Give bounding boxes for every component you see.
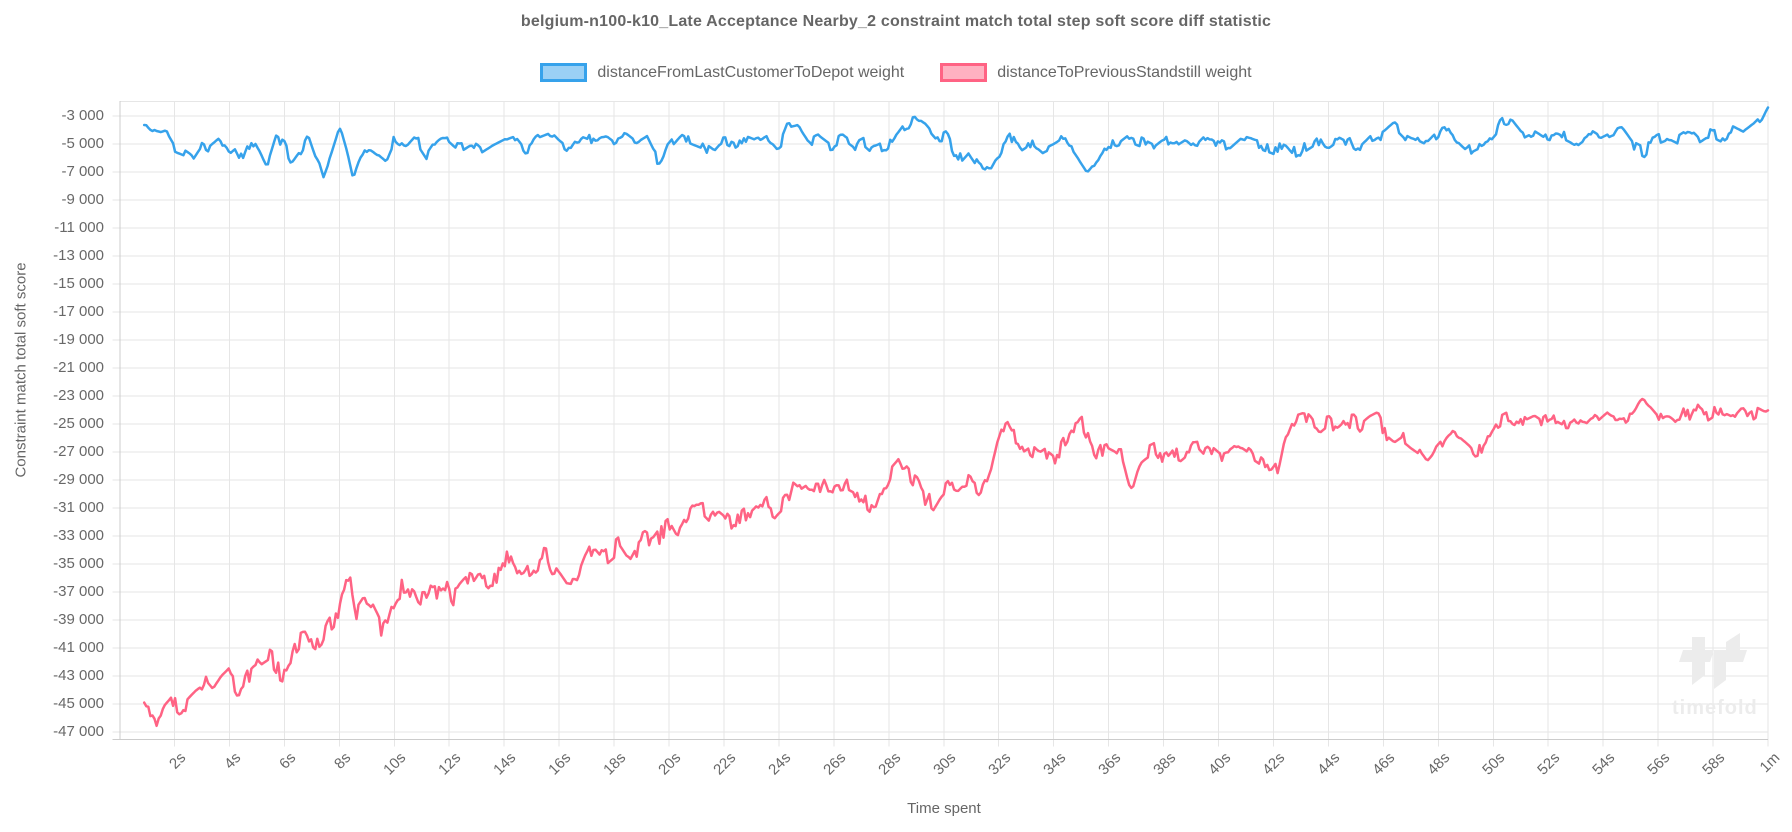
series-line-0: [142, 106, 1770, 179]
legend-item-distanceFromLastCustomerToDepot[interactable]: distanceFromLastCustomerToDepot weight: [540, 63, 904, 82]
x-tick-label: 24s: [765, 749, 795, 779]
y-tick-label: -43 000: [53, 667, 104, 684]
x-axis-title: Time spent: [907, 800, 981, 817]
watermark-text: timefold: [1672, 697, 1758, 719]
legend-label: distanceToPreviousStandstill weight: [997, 63, 1252, 81]
y-tick-label: -41 000: [53, 639, 104, 656]
x-tick-label: 50s: [1479, 749, 1509, 779]
x-tick-label: 44s: [1314, 749, 1344, 779]
x-tick-label: 1m: [1756, 749, 1784, 777]
y-tick-label: -17 000: [53, 303, 104, 320]
x-tick-label: 18s: [600, 749, 630, 779]
y-tick-label: -47 000: [53, 723, 104, 740]
y-tick-label: -39 000: [53, 611, 104, 628]
y-tick-label: -9 000: [61, 191, 104, 208]
gridlines: [112, 101, 1769, 747]
y-tick-label: -5 000: [61, 135, 104, 152]
legend-item-distanceToPreviousStandstill[interactable]: distanceToPreviousStandstill weight: [940, 63, 1252, 82]
x-tick-label: 32s: [984, 749, 1015, 779]
x-tick-label: 28s: [874, 749, 905, 779]
y-tick-label: -35 000: [53, 555, 104, 572]
y-tick-label: -3 000: [61, 107, 104, 124]
x-tick-label: 38s: [1149, 749, 1179, 779]
x-tick-label: 16s: [545, 749, 575, 779]
timefold-logo-icon: [1679, 633, 1747, 689]
x-tick-label: 8s: [331, 749, 355, 773]
y-tick-label: -7 000: [61, 163, 104, 180]
y-tick-label: -29 000: [53, 471, 104, 488]
legend-swatch-blue-icon: [540, 63, 588, 82]
series-line-1: [142, 397, 1770, 728]
timefold-watermark: timefold: [1672, 633, 1758, 719]
x-tick-label: 10s: [380, 749, 410, 779]
x-tick-label: 46s: [1369, 749, 1399, 779]
axis-borders: [112, 101, 1768, 740]
x-tick-label: 34s: [1039, 749, 1069, 779]
y-tick-label: -25 000: [53, 415, 104, 432]
y-tick-label: -33 000: [53, 527, 104, 544]
x-tick-label: 6s: [276, 749, 300, 773]
x-tick-label: 42s: [1259, 749, 1289, 779]
series-lines: [142, 106, 1770, 728]
legend-label: distanceFromLastCustomerToDepot weight: [597, 63, 905, 81]
x-tick-label: 36s: [1094, 749, 1124, 779]
x-tick-label: 56s: [1644, 749, 1674, 779]
y-tick-label: -19 000: [53, 331, 104, 348]
y-tick-label: -13 000: [53, 247, 104, 264]
x-tick-label: 22s: [710, 749, 740, 779]
x-tick-label: 14s: [490, 749, 520, 779]
y-tick-label: -37 000: [53, 583, 104, 600]
y-tick-label: -15 000: [53, 275, 104, 292]
y-tick-label: -31 000: [53, 499, 104, 516]
x-tick-label: 26s: [820, 749, 850, 779]
x-tick-label: 58s: [1699, 749, 1729, 779]
x-tick-label: 12s: [435, 749, 465, 779]
y-tick-label: -23 000: [53, 387, 104, 404]
x-tick-label: 40s: [1204, 749, 1234, 779]
x-tick-label: 4s: [221, 749, 245, 773]
x-tick-label: 48s: [1424, 749, 1454, 779]
legend: distanceFromLastCustomerToDepot weight d…: [0, 63, 1792, 82]
x-tick-label: 2s: [166, 749, 190, 773]
x-tick-label: 52s: [1534, 749, 1564, 779]
x-tick-label: 30s: [929, 749, 960, 779]
y-tick-label: -21 000: [53, 359, 104, 376]
chart-title: belgium-n100-k10_Late Acceptance Nearby_…: [520, 13, 1272, 30]
y-tick-label: -27 000: [53, 443, 104, 460]
y-tick-label: -45 000: [53, 695, 104, 712]
x-tick-label: 20s: [655, 749, 685, 779]
legend-swatch-pink-icon: [940, 63, 988, 82]
plot-area[interactable]: [102, 101, 1777, 752]
y-tick-label: -11 000: [54, 219, 104, 236]
x-tick-label: 54s: [1589, 749, 1619, 779]
